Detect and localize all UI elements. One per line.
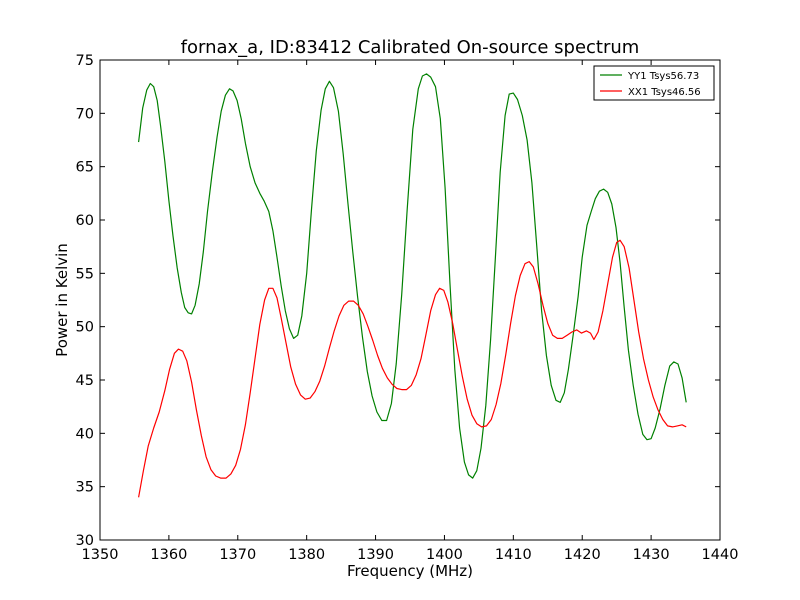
y-tick-label: 30 <box>76 533 94 549</box>
y-tick-label: 75 <box>76 53 94 69</box>
series-line-0 <box>138 73 687 479</box>
x-tick-label: 1360 <box>150 547 187 563</box>
plot-area <box>138 73 687 498</box>
legend: YY1 Tsys56.73 XX1 Tsys46.56 <box>593 65 715 101</box>
y-axis-title: Power in Kelvin <box>53 243 71 357</box>
x-tick-label: 1370 <box>219 547 256 563</box>
legend-box <box>593 65 715 101</box>
y-tick-label: 35 <box>76 480 94 496</box>
plot-frame <box>99 59 721 541</box>
x-tick-label: 1430 <box>633 547 670 563</box>
y-tick-label: 50 <box>76 320 94 336</box>
y-tick-label: 45 <box>76 373 94 389</box>
y-tick-label: 55 <box>76 266 94 282</box>
x-tick-label: 1380 <box>288 547 325 563</box>
x-tick-label: 1350 <box>82 547 119 563</box>
y-tick-label: 65 <box>76 160 94 176</box>
x-tick-label: 1390 <box>357 547 394 563</box>
series-line-1 <box>138 239 687 498</box>
x-axis: 1350 1360 1370 1380 1390 1400 1410 1420 1430 1440 <box>82 60 739 563</box>
chart-title: fornax_a, ID:83412 Calibrated On-source … <box>181 37 640 58</box>
y-tick-label: 70 <box>76 106 94 122</box>
x-tick-label: 1410 <box>495 547 532 563</box>
y-tick-label: 60 <box>76 213 94 229</box>
y-axis: 30 35 40 45 50 55 60 65 70 75 <box>76 53 720 549</box>
x-axis-title: Frequency (MHz) <box>347 562 473 580</box>
y-tick-label: 40 <box>76 426 94 442</box>
x-tick-label: 1420 <box>564 547 601 563</box>
legend-label: YY1 Tsys56.73 <box>627 71 699 82</box>
x-tick-label: 1400 <box>426 547 463 563</box>
x-tick-label: 1440 <box>702 547 739 563</box>
legend-label: XX1 Tsys46.56 <box>628 87 701 98</box>
